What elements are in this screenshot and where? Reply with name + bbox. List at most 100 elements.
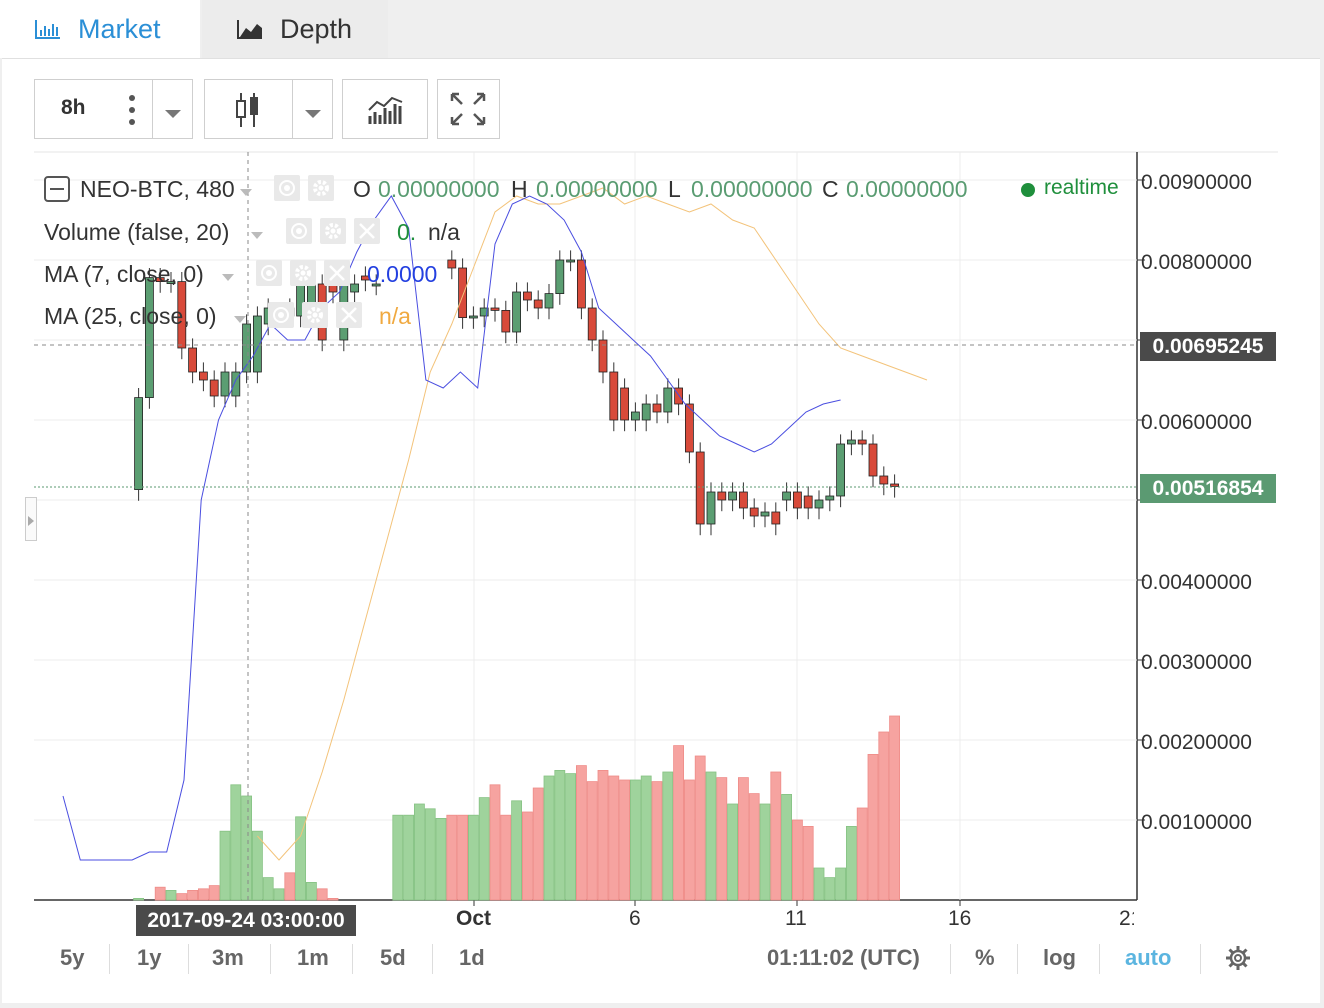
candle-body [166,281,176,285]
interval-selector[interactable]: 8h [34,79,193,139]
range-1y[interactable]: 1y [137,945,162,970]
legend-close-value: 0.00000000 [846,176,968,202]
bottom-divider [432,944,433,974]
legend-ma7-value: 0.0000 [367,261,438,287]
candle-body [857,439,867,445]
indicators-icon [367,94,405,131]
chart-type-selector[interactable] [204,79,333,139]
volume-bar [457,814,469,901]
eye-icon[interactable] [274,175,300,201]
price-axis-label: 0.00600000 [1141,411,1252,434]
utc-clock[interactable]: 01:11:02 (UTC) [767,945,920,970]
volume-bar [878,731,890,901]
candle-body [198,371,208,381]
gear-icon[interactable] [290,260,316,286]
volume-bar [327,898,339,901]
eye-icon[interactable] [268,302,294,328]
chevron-right-icon [28,513,34,531]
candle-body [468,315,478,319]
volume-bar [716,777,728,901]
candle-body [501,309,511,333]
chevron-down-icon[interactable] [164,106,182,124]
bottom-divider [950,944,951,974]
legend-ma7-label: MA (7, close, 0) [44,261,204,287]
range-1m[interactable]: 1m [297,945,329,970]
percent-toggle[interactable]: % [975,945,995,970]
range-3m[interactable]: 3m [212,945,244,970]
legend-ma25-value: n/a [379,303,411,329]
legend-volume-value: 0. [397,219,417,245]
candle-body [739,491,748,509]
candle-body [847,439,856,445]
close-icon[interactable] [336,302,362,328]
candle-body [717,491,727,501]
gear-icon[interactable] [320,218,346,244]
volume-bar [219,830,231,901]
sidebar-toggle-handle[interactable] [25,497,37,541]
volume-bar [154,886,166,901]
price-axis-label: 0.00400000 [1141,571,1252,594]
volume-bar [262,877,274,901]
close-icon[interactable] [324,260,350,286]
volume-bar [230,784,242,901]
candle-body [663,387,673,413]
close-icon[interactable] [354,218,380,244]
legend-high-value: 0.00000000 [536,176,658,202]
toolbar-divider [292,80,293,138]
log-toggle[interactable]: log [1043,945,1076,970]
range-1d[interactable]: 1d [459,945,485,970]
realtime-dot-icon [1020,182,1036,203]
volume-bar [446,814,458,901]
time-axis-label: 21 [1119,907,1134,930]
chevron-down-icon[interactable] [250,227,264,245]
range-5d[interactable]: 5d [380,945,406,970]
interval-label: 8h [61,96,86,119]
price-axis-label: 0.00900000 [1141,171,1252,194]
volume-bar [640,775,652,901]
candle-body [220,371,230,397]
candle-body [793,491,802,509]
candle-body [803,495,813,509]
candle-body [771,511,781,525]
candle-body [144,277,154,399]
bottom-divider [352,944,353,974]
vertical-dots-icon[interactable] [128,93,136,132]
auto-toggle[interactable]: auto [1125,945,1172,970]
volume-bar [759,803,771,901]
price-axis-label: 0.00800000 [1141,251,1252,274]
fullscreen-button[interactable] [437,79,500,139]
candle-body [641,403,651,421]
eye-icon[interactable] [286,218,312,244]
chevron-down-icon[interactable] [233,311,247,329]
volume-bar [576,765,587,901]
gear-icon[interactable] [308,175,334,201]
chevron-down-icon[interactable] [239,184,253,202]
volume-bar [651,781,663,901]
bottom-divider [270,944,271,974]
volume-bar [295,816,307,901]
gear-icon[interactable] [302,302,328,328]
chevron-down-icon[interactable] [221,269,235,287]
volume-bar [727,803,738,901]
candle-body [620,387,629,421]
volume-bar [251,830,263,901]
bottom-divider [1017,944,1018,974]
candle-body [242,323,252,373]
volume-bar [413,803,425,901]
volume-bar [802,826,814,901]
gear-icon[interactable] [1225,945,1251,976]
volume-bar [662,771,674,901]
volume-bar [856,807,868,901]
tab-market[interactable]: Market [0,0,200,58]
range-5y[interactable]: 5y [60,945,85,970]
indicators-button[interactable] [342,79,428,139]
time-axis-label: 16 [948,907,972,930]
time-axis-label: 11 [785,907,807,930]
collapse-legend-icon[interactable] [44,176,70,207]
chevron-down-icon[interactable] [304,106,322,124]
legend-ma25-label: MA (25, close, 0) [44,303,217,329]
price-axis-label: 0.00100000 [1141,811,1252,834]
tab-depth[interactable]: Depth [202,0,388,58]
eye-icon[interactable] [256,260,282,286]
